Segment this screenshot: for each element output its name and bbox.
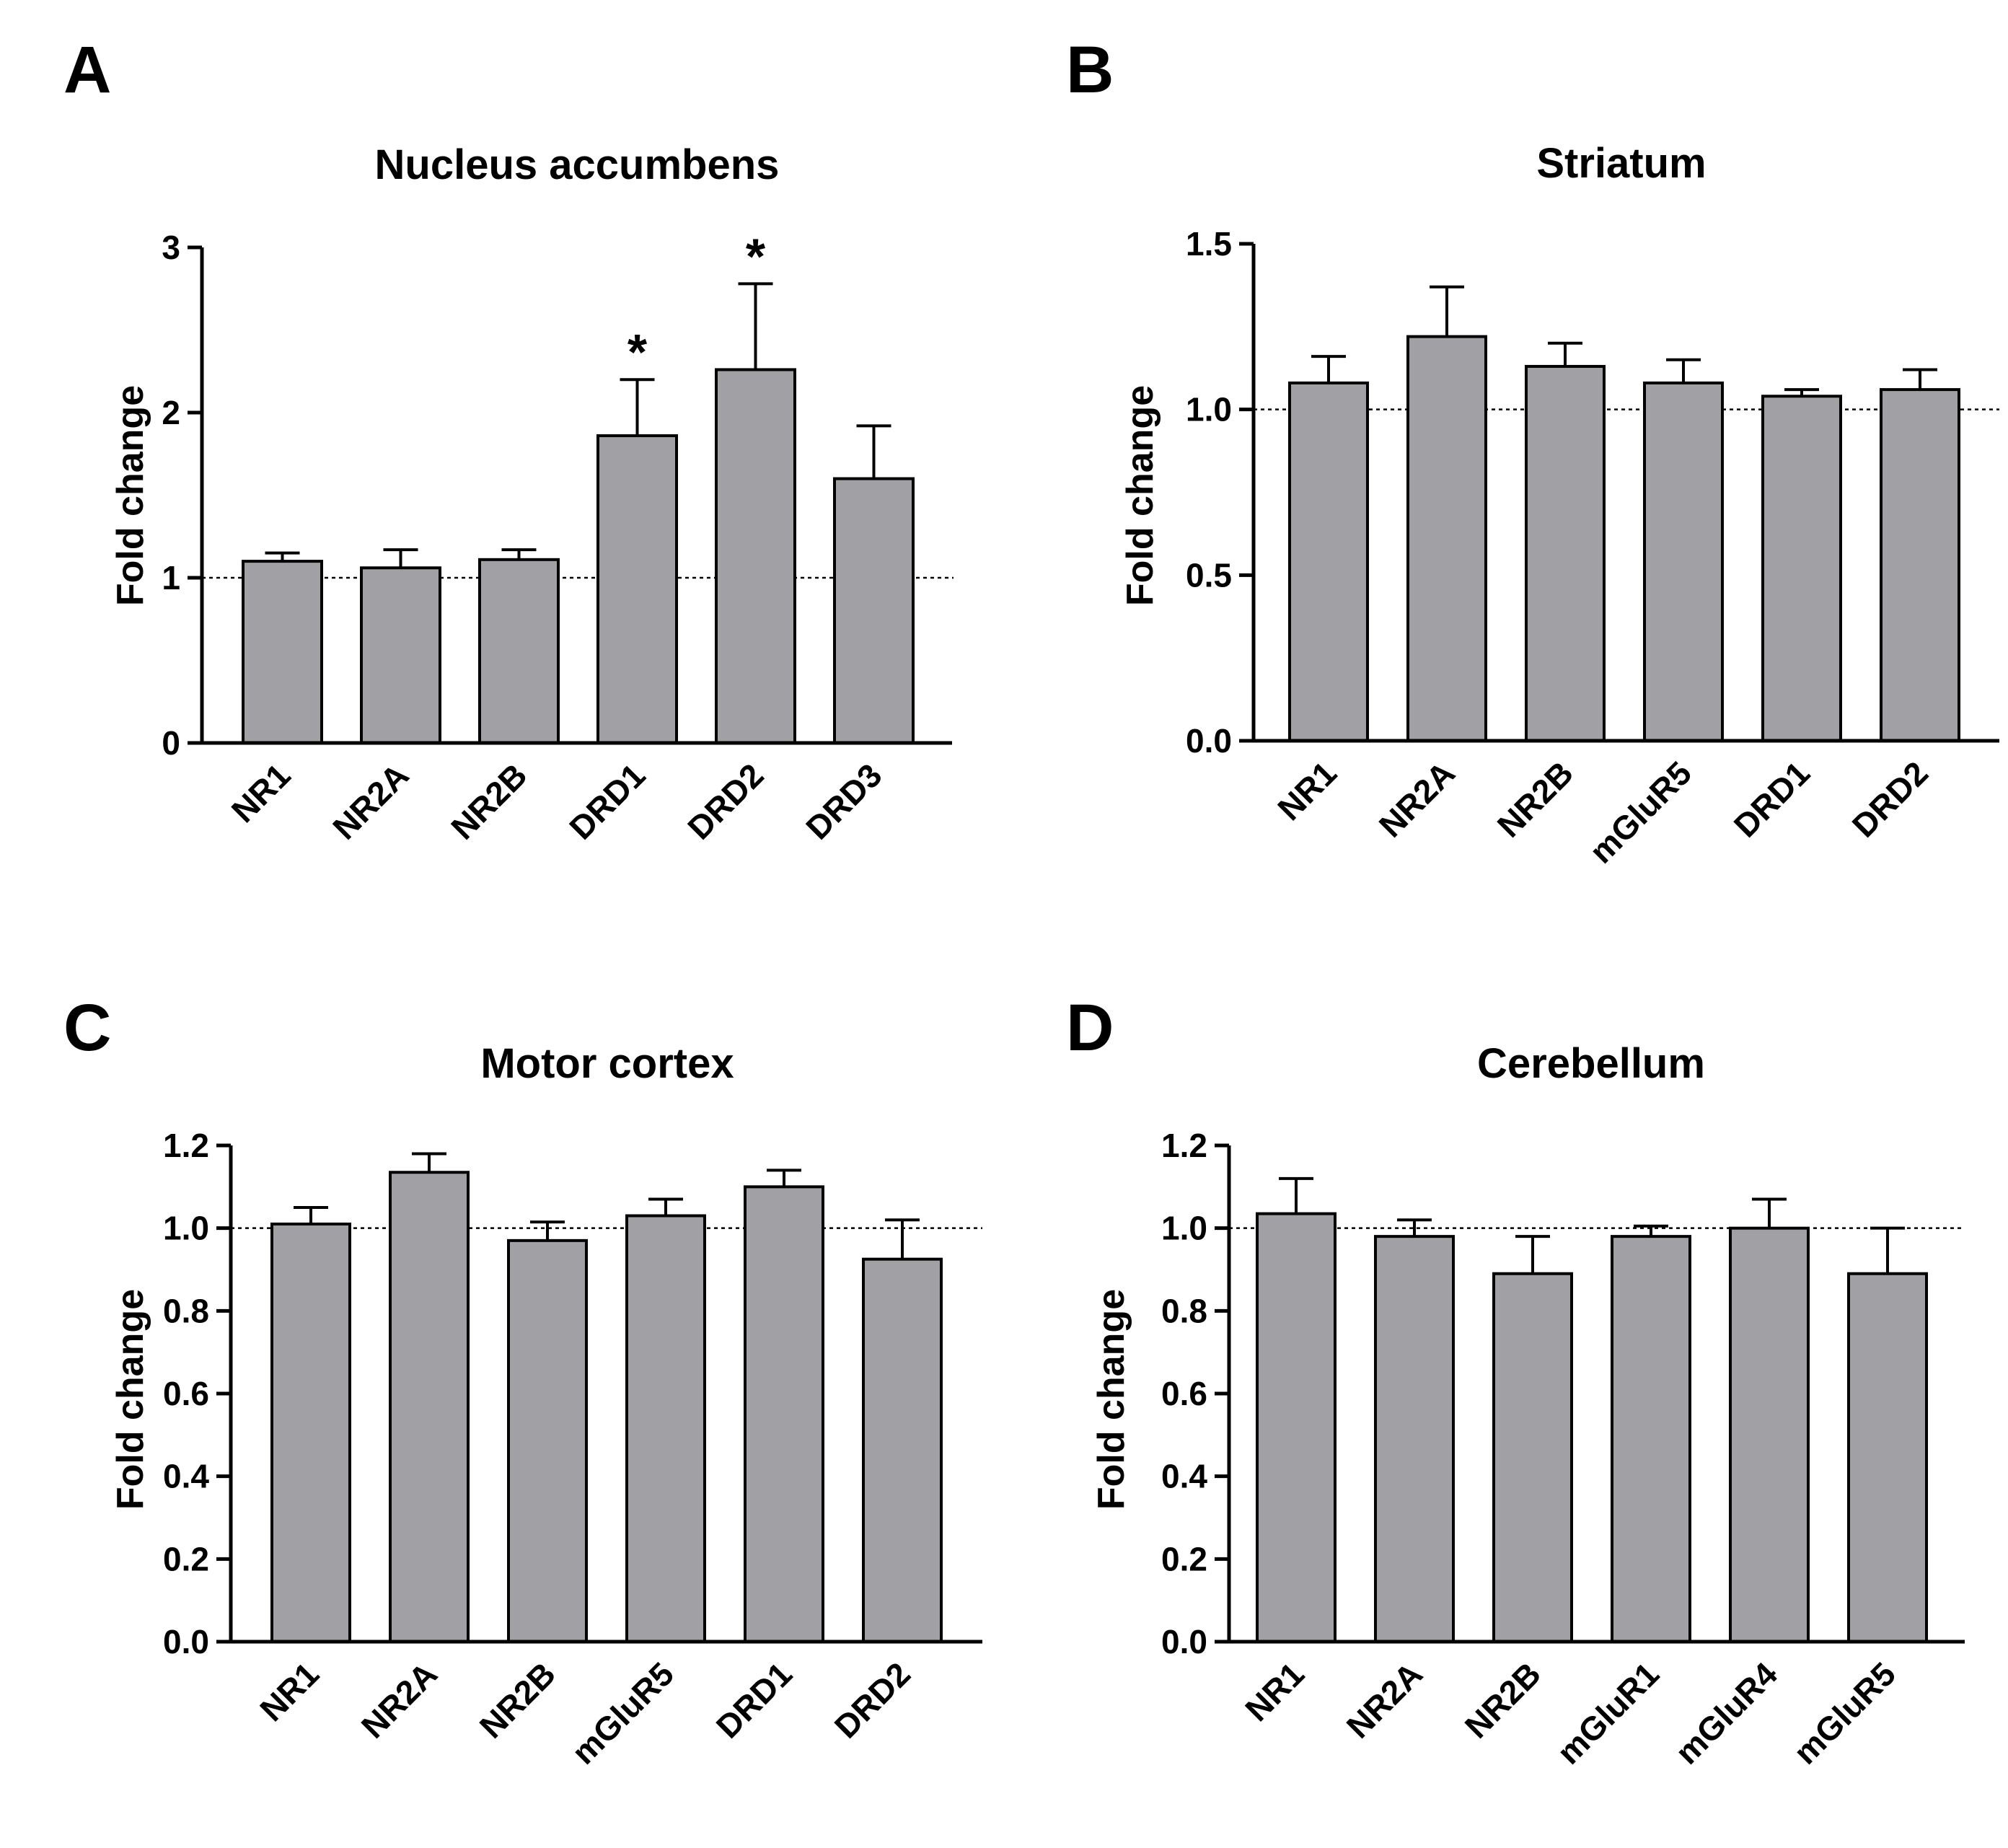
- category-label: NR2A: [354, 1655, 444, 1745]
- bar-mglur5: [1847, 1272, 1928, 1643]
- panel-c-motor-cortex: C Motor cortex Fold change NR1 NR2A NR2B mG…: [63, 991, 982, 1772]
- category-label: DRD3: [798, 756, 889, 846]
- y-tick-label: 1.0: [1161, 1210, 1207, 1247]
- y-tick-label: 0.0: [1186, 722, 1232, 760]
- bar-nr2a: [1374, 1235, 1455, 1643]
- bar-nr2b: [507, 1238, 588, 1644]
- bar-nr2b: [478, 558, 560, 744]
- bar-nr1: [1288, 381, 1369, 742]
- y-tick-label: 1.5: [1186, 225, 1232, 263]
- y-tick-label: 0.6: [163, 1375, 209, 1412]
- panel-letter: B: [1066, 33, 1114, 107]
- panel-b-striatum: B Striatum Fold change NR1 NR2A NR2B mGluR5…: [1066, 33, 1999, 871]
- bar-drd2: [715, 368, 796, 744]
- y-tick-label: 0.4: [163, 1458, 209, 1495]
- y-axis-label: Fold change: [1119, 385, 1161, 606]
- category-label: mGluR1: [1550, 1655, 1666, 1771]
- y-tick-label: 0.4: [1161, 1458, 1207, 1495]
- panel-letter: C: [63, 991, 111, 1065]
- category-label: NR2B: [1458, 1655, 1548, 1745]
- y-tick-label: 1.2: [1161, 1127, 1207, 1164]
- y-tick-label: 1.0: [1186, 391, 1232, 428]
- significance-marker: *: [628, 324, 648, 380]
- category-label: NR2B: [472, 1655, 563, 1745]
- category-label: mGluR4: [1668, 1655, 1785, 1772]
- y-axis-label: Fold change: [110, 385, 151, 606]
- bar-nr1: [270, 1222, 351, 1643]
- y-tick-label: 0.8: [163, 1292, 209, 1329]
- bar-nr1: [1256, 1212, 1337, 1643]
- category-label: NR2A: [1372, 754, 1462, 844]
- panel-letter: D: [1066, 991, 1114, 1065]
- chart-title: Motor cortex: [480, 1040, 734, 1087]
- category-label: NR1: [1270, 754, 1344, 827]
- category-label: NR2A: [325, 756, 415, 846]
- category-label: NR1: [252, 1655, 326, 1728]
- category-label: NR2B: [444, 756, 534, 846]
- y-axis-label: Fold change: [110, 1289, 151, 1510]
- category-label: DRD1: [709, 1655, 799, 1745]
- panel-a-nucleus-accumbens: A Nucleus accumbens Fold change NR1 NR2A N…: [63, 33, 954, 847]
- category-label: NR2B: [1490, 754, 1580, 844]
- chart-title: Cerebellum: [1477, 1040, 1705, 1087]
- bar-drd1: [744, 1185, 824, 1644]
- y-tick-label: 0: [162, 724, 180, 762]
- y-tick-label: 2: [162, 394, 180, 431]
- y-tick-label: 0.0: [1161, 1623, 1207, 1660]
- category-label: DRD2: [827, 1655, 917, 1745]
- panel-letter: A: [63, 33, 111, 107]
- bar-nr2b: [1492, 1272, 1573, 1643]
- category-label: mGluR5: [565, 1655, 681, 1771]
- y-tick-label: 0.2: [1161, 1540, 1207, 1578]
- bar-mglur5: [625, 1214, 706, 1643]
- bar-nr2a: [1406, 335, 1487, 742]
- panel-d-cerebellum: D Cerebellum Fold change NR1 NR2A NR2B mGlu…: [1066, 991, 1965, 1772]
- category-label: NR2A: [1339, 1655, 1430, 1745]
- y-tick-label: 0.2: [163, 1540, 209, 1578]
- bar-drd1: [1761, 395, 1842, 742]
- bar-drd2: [862, 1257, 943, 1643]
- y-tick-label: 1.0: [163, 1210, 209, 1247]
- bar-nr2a: [360, 566, 441, 745]
- y-tick-label: 1.2: [163, 1127, 209, 1164]
- category-label: DRD1: [1727, 754, 1817, 844]
- bar-mglur1: [1611, 1235, 1691, 1643]
- bar-drd2: [1880, 388, 1960, 743]
- y-tick-label: 1: [162, 559, 180, 597]
- chart-title: Striatum: [1536, 140, 1706, 187]
- bar-nr2b: [1525, 364, 1606, 743]
- bar-drd3: [833, 477, 915, 744]
- significance-marker: *: [746, 228, 766, 284]
- bar-mglur4: [1729, 1226, 1810, 1643]
- y-tick-label: 0.0: [163, 1623, 209, 1660]
- y-axis-label: Fold change: [1091, 1289, 1132, 1510]
- bar-drd1: [596, 434, 678, 744]
- category-label: DRD1: [562, 756, 652, 846]
- y-tick-label: 0.8: [1161, 1292, 1207, 1329]
- category-label: DRD2: [1845, 754, 1935, 844]
- y-tick-label: 3: [162, 229, 180, 266]
- category-label: NR1: [224, 756, 298, 830]
- category-label: mGluR5: [1582, 754, 1699, 870]
- bar-nr1: [242, 560, 323, 744]
- y-tick-label: 0.6: [1161, 1375, 1207, 1412]
- bar-mglur5: [1643, 381, 1724, 742]
- category-label: DRD2: [680, 756, 770, 846]
- bar-nr2a: [389, 1171, 470, 1644]
- category-label: mGluR5: [1787, 1655, 1903, 1771]
- y-tick-label: 0.5: [1186, 556, 1232, 594]
- category-label: NR1: [1238, 1655, 1311, 1728]
- chart-title: Nucleus accumbens: [375, 141, 780, 188]
